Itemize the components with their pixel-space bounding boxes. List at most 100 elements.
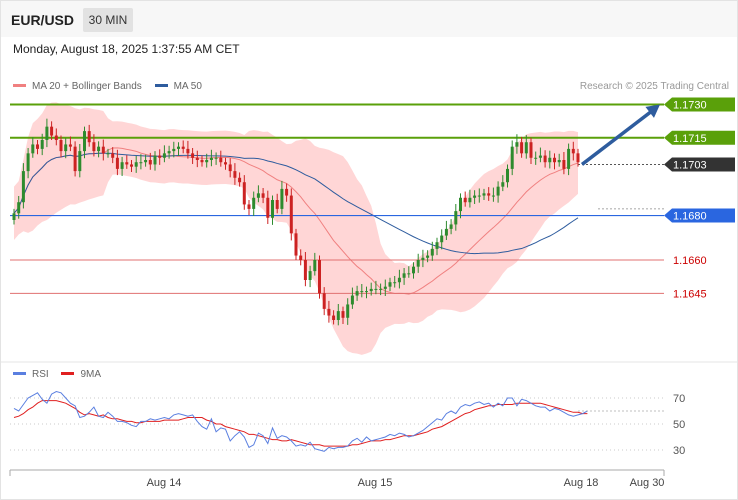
candle-body: [360, 291, 364, 293]
candle-body: [520, 142, 524, 154]
bollinger-band: [14, 102, 578, 355]
candle-body: [454, 211, 458, 225]
x-tick-label: Aug 30: [630, 477, 665, 489]
candle-body: [139, 162, 143, 164]
candle-body: [271, 200, 274, 218]
candle-body: [200, 160, 204, 163]
candle-body: [36, 144, 39, 149]
candle-body: [209, 157, 213, 160]
candle-body: [557, 160, 561, 163]
candle-body: [172, 148, 176, 152]
timeframe-button[interactable]: 30 MIN: [83, 8, 133, 32]
candle-body: [195, 157, 199, 160]
x-tick-label: Aug 14: [147, 477, 182, 489]
copyright-notice: Research © 2025 Trading Central: [579, 81, 729, 92]
candle-body: [219, 157, 223, 163]
candle-body: [501, 182, 505, 187]
candle-body: [242, 182, 246, 205]
rsi-line: [13, 390, 588, 452]
price-tag-1.1680: [664, 208, 735, 223]
candle-body: [477, 195, 481, 197]
candle-body: [468, 197, 472, 203]
candle-body: [491, 195, 495, 197]
candle-body: [463, 197, 467, 203]
candle-body: [106, 153, 110, 155]
candle-body: [397, 277, 401, 283]
candle-body: [275, 200, 279, 209]
candle-body: [336, 311, 340, 320]
ma20-swatch: [13, 83, 26, 87]
candle-body: [416, 260, 420, 267]
price-label-1.1715: 1.1715: [673, 133, 707, 145]
ma50-legend-label: MA 50: [173, 81, 202, 92]
candle-body: [543, 155, 547, 163]
candle-body: [261, 193, 265, 198]
candle-body: [318, 260, 321, 294]
rsi-level-label: 50: [673, 419, 685, 431]
candle-body: [115, 157, 119, 169]
candle-body: [369, 288, 373, 292]
candle-body: [506, 168, 509, 183]
price-tag-1.1730: [664, 97, 735, 112]
candle-body: [534, 157, 538, 159]
candle-body: [144, 160, 148, 163]
candle-body: [233, 171, 237, 178]
price-label-1.1645: 1.1645: [673, 288, 707, 300]
candle-body: [186, 148, 190, 154]
candle-body: [346, 304, 350, 318]
candle-body: [548, 157, 552, 163]
candle-body: [247, 204, 251, 209]
candle-body: [294, 233, 298, 256]
candle-body: [322, 293, 326, 309]
candle-body: [59, 140, 63, 152]
candle-body: [355, 291, 359, 296]
rsi-legend: RSI 9MA: [13, 369, 101, 380]
candle-body: [421, 257, 425, 260]
candle-body: [440, 235, 444, 243]
candle-body: [83, 131, 86, 152]
candle-body: [426, 255, 430, 258]
candle-body: [50, 126, 54, 136]
candle-body: [303, 260, 307, 280]
candle-body: [191, 153, 195, 158]
candle-body: [383, 286, 387, 289]
candle-body: [21, 171, 25, 203]
candle-body: [101, 146, 105, 154]
projection-arrow: [580, 108, 656, 166]
ma20-legend-label: MA 20 + Bollinger Bands: [32, 81, 142, 92]
price-tag-1.1703: [664, 157, 735, 172]
rsi-9ma-line: [13, 400, 588, 447]
timestamp: Monday, August 18, 2025 1:37:55 AM CET: [13, 42, 240, 56]
candle-body: [125, 162, 129, 165]
price-label-1.1730: 1.1730: [673, 99, 707, 111]
candle-body: [130, 164, 133, 167]
candle-body: [487, 193, 491, 196]
candle-body: [374, 288, 378, 290]
candle-body: [510, 146, 514, 169]
candle-body: [388, 282, 392, 287]
candle-body: [111, 153, 115, 158]
candle-body: [64, 144, 68, 152]
candle-body: [562, 160, 566, 169]
candle-body: [473, 195, 477, 198]
candle-body: [553, 157, 556, 163]
candle-body: [524, 142, 528, 154]
rsi-swatch: [13, 371, 26, 375]
candle-body: [435, 242, 439, 249]
candle-body: [407, 273, 411, 275]
candle-body: [214, 157, 218, 159]
candle-body: [181, 146, 185, 149]
candle-body: [73, 146, 77, 172]
candle-body: [280, 188, 284, 209]
candle-body: [177, 146, 180, 149]
candle-body: [289, 195, 293, 234]
candle-body: [430, 248, 434, 256]
candle-body: [153, 155, 157, 165]
candle-body: [350, 295, 354, 305]
candle-body: [379, 288, 383, 290]
candle-body: [299, 255, 303, 260]
candle-body: [538, 155, 542, 158]
symbol-label: EUR/USD: [11, 12, 75, 28]
candle-body: [158, 155, 162, 158]
